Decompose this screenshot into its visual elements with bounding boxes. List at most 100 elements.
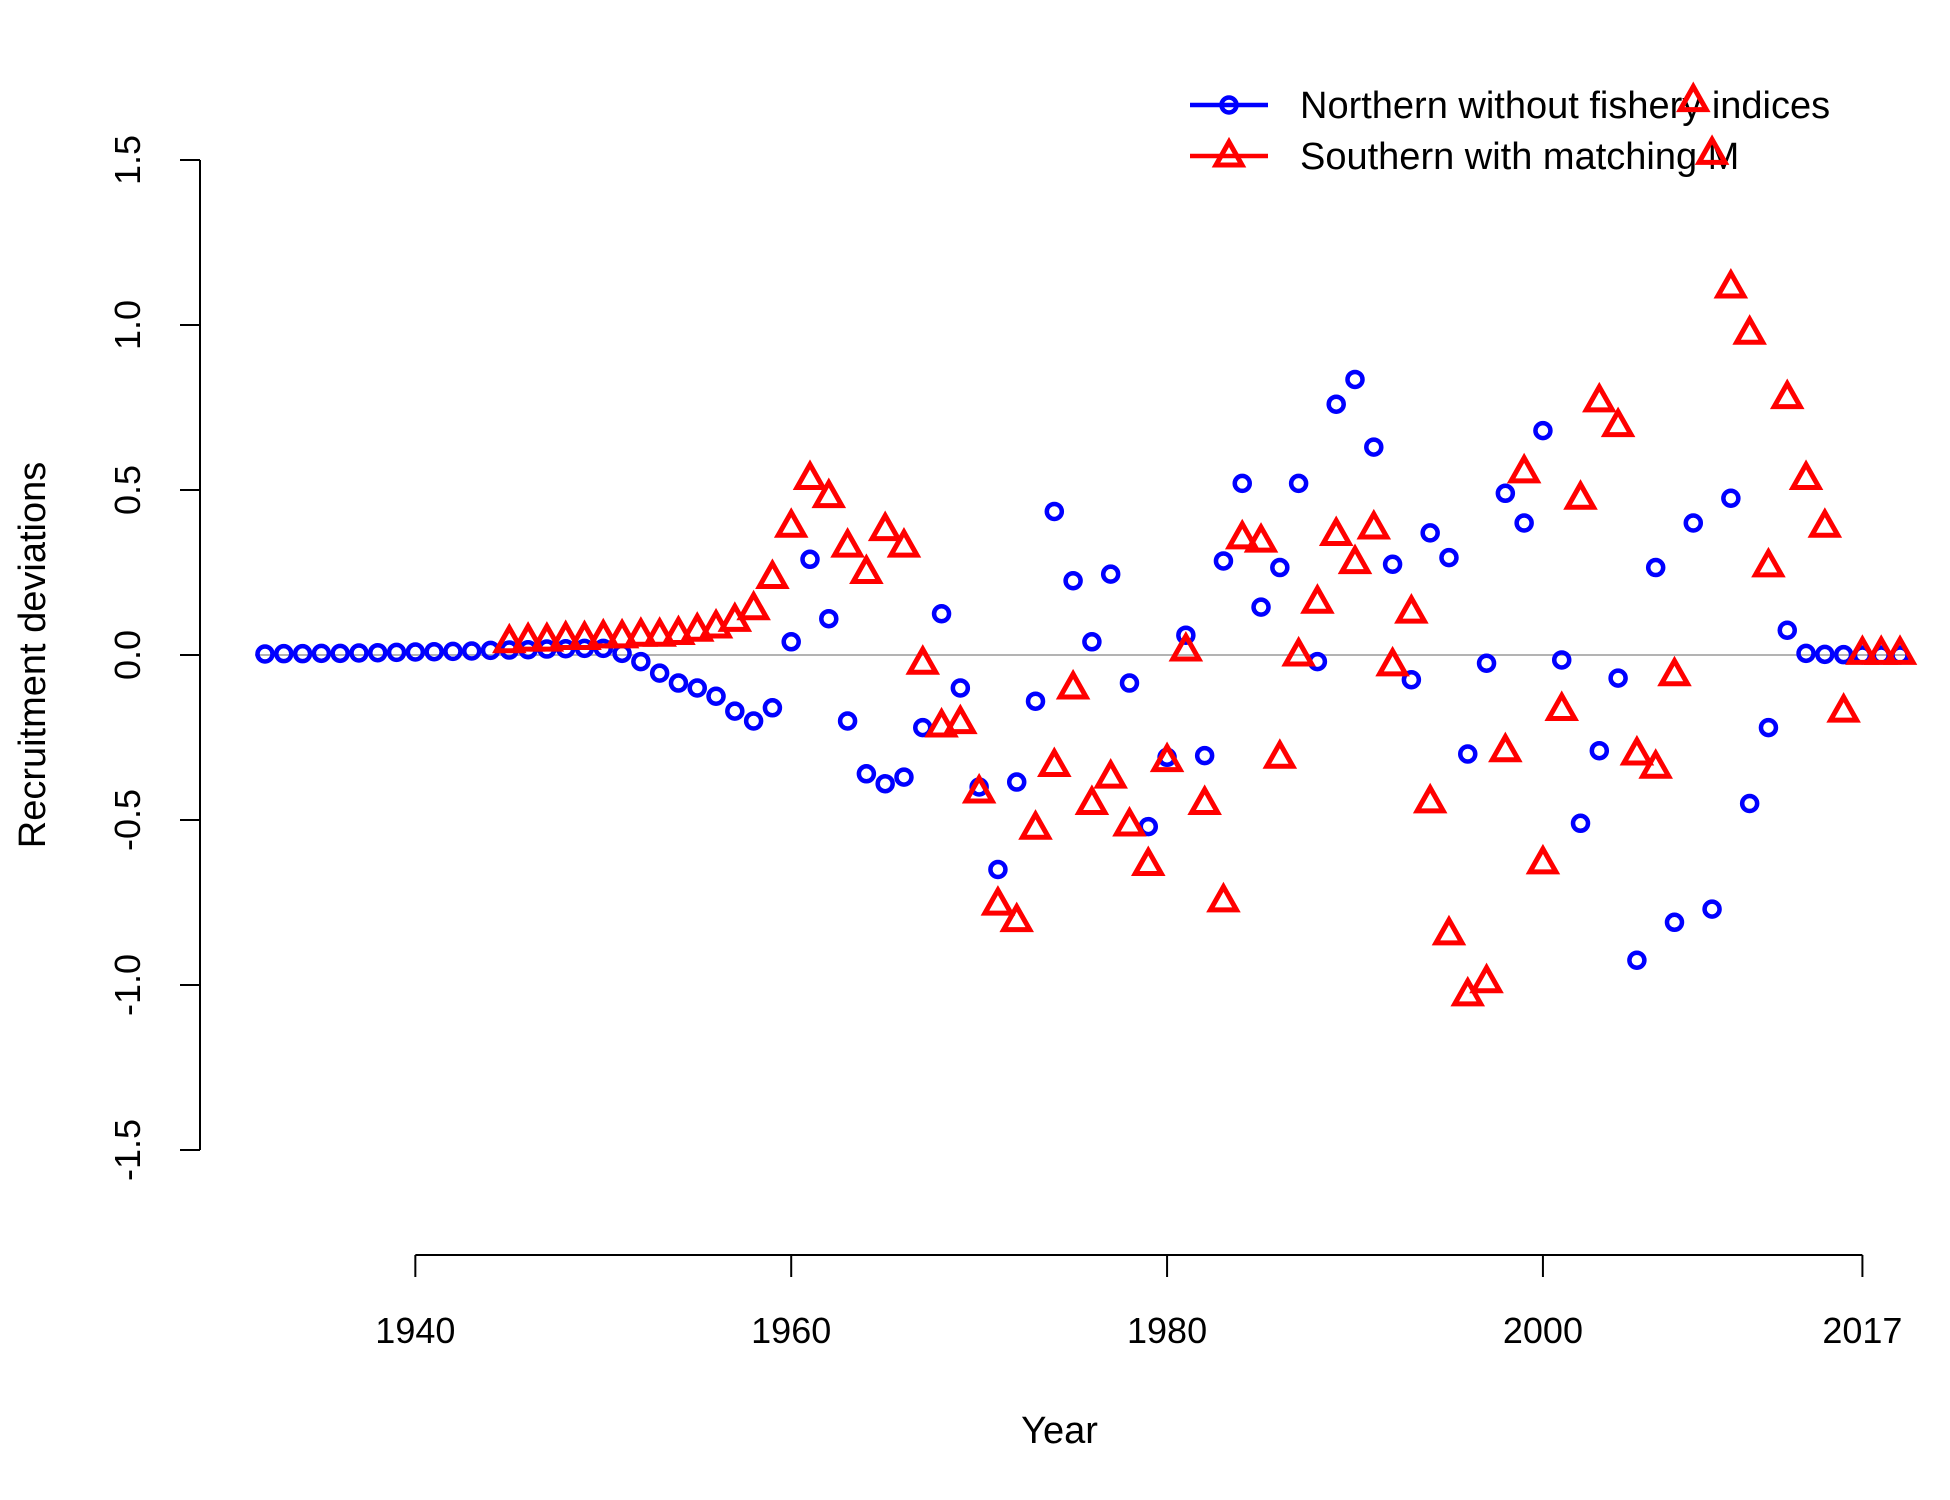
northern-point (1608, 668, 1628, 688)
northern-point (443, 641, 463, 662)
southern-point (623, 616, 659, 647)
y-tick-label: 1.5 (107, 135, 148, 185)
northern-point (1288, 473, 1309, 494)
southern-point (1769, 378, 1805, 410)
northern-point (1796, 643, 1816, 664)
southern-point (679, 611, 715, 642)
northern-point (1476, 653, 1497, 673)
x-tick-label: 1980 (1127, 1310, 1207, 1351)
northern-point (762, 698, 783, 718)
northern-point (950, 678, 971, 698)
southern-point (1845, 634, 1880, 665)
y-tick-label: 1.0 (107, 300, 148, 350)
northern-point (1194, 745, 1215, 766)
legend-marker (1211, 136, 1247, 168)
southern-point (1619, 734, 1655, 766)
southern-point (1525, 843, 1561, 875)
x-tick-label: 2017 (1822, 1310, 1902, 1351)
northern-point (988, 859, 1008, 880)
northern-point (1044, 501, 1065, 522)
southern-point (811, 477, 847, 509)
northern-point (1251, 597, 1271, 617)
southern-point (1074, 784, 1110, 815)
southern-point (980, 885, 1016, 916)
series-southern (492, 81, 1918, 1007)
northern-point (255, 644, 275, 664)
northern-point (311, 643, 332, 664)
northern-point (1326, 394, 1346, 414)
southern-point (1037, 746, 1072, 778)
northern-point (1213, 551, 1234, 571)
northern-point (1815, 644, 1835, 665)
northern-point (781, 632, 801, 652)
southern-point (886, 527, 922, 558)
northern-point (1345, 369, 1365, 390)
southern-point (1732, 314, 1767, 345)
northern-point (743, 711, 764, 731)
southern-point (1018, 809, 1053, 840)
series-northern (255, 369, 1910, 970)
northern-point (631, 651, 651, 672)
northern-point (1514, 513, 1534, 533)
x-axis: 1940 1960 1980 2000 2017 (375, 1254, 1902, 1351)
southern-point (1206, 881, 1241, 913)
northern-point (1683, 513, 1704, 533)
southern-point (1375, 645, 1410, 677)
southern-point (1262, 738, 1298, 769)
northern-point (800, 549, 820, 570)
northern-point (330, 643, 350, 664)
northern-point (424, 641, 444, 662)
northern-point (1664, 912, 1685, 933)
northern-point (1702, 899, 1722, 919)
southern-point (1694, 134, 1730, 165)
southern-point (1544, 690, 1580, 721)
northern-point (837, 711, 858, 731)
southern-point (905, 644, 941, 675)
northern-point (1025, 691, 1046, 711)
southern-point (1112, 805, 1147, 837)
northern-point (386, 642, 407, 663)
northern-point (461, 641, 482, 661)
northern-point (894, 767, 914, 787)
southern-point (1882, 634, 1918, 665)
southern-point (1488, 731, 1523, 763)
southern-point (1281, 635, 1316, 667)
legend: Northern without fishery indices Southern… (1190, 85, 1830, 178)
northern-point (292, 643, 313, 664)
northern-point (856, 764, 877, 784)
southern-point (1582, 381, 1617, 413)
y-tick-label: 0.0 (107, 630, 148, 680)
northern-point (1570, 813, 1591, 834)
southern-point (1431, 914, 1467, 946)
northern-point (1420, 523, 1440, 543)
northern-point (1739, 793, 1760, 814)
southern-point (1638, 748, 1673, 779)
northern-point (725, 701, 745, 721)
southern-point (1469, 962, 1504, 994)
southern-point (567, 619, 602, 650)
southern-point (867, 510, 903, 542)
southern-point (1751, 546, 1786, 578)
northern-point (1589, 740, 1610, 761)
x-tick-label: 1960 (751, 1310, 831, 1351)
northern-point (1232, 473, 1252, 494)
southern-point (1657, 655, 1692, 687)
northern-point (875, 773, 895, 794)
southern-point (1300, 583, 1335, 614)
southern-point (1826, 692, 1861, 723)
southern-point (736, 589, 771, 621)
legend-marker (1219, 95, 1239, 115)
x-axis-label: Year (1021, 1410, 1098, 1452)
southern-point (585, 617, 621, 649)
southern-point (1563, 479, 1598, 510)
southern-point (1713, 267, 1749, 299)
southern-point (1356, 508, 1392, 540)
northern-point (1176, 625, 1196, 645)
northern-point (1364, 437, 1384, 457)
southern-point (1337, 543, 1373, 575)
northern-point (349, 643, 369, 663)
southern-point (492, 622, 527, 654)
southern-point (1055, 668, 1091, 700)
northern-point (1270, 557, 1290, 578)
northern-point (1082, 632, 1102, 652)
